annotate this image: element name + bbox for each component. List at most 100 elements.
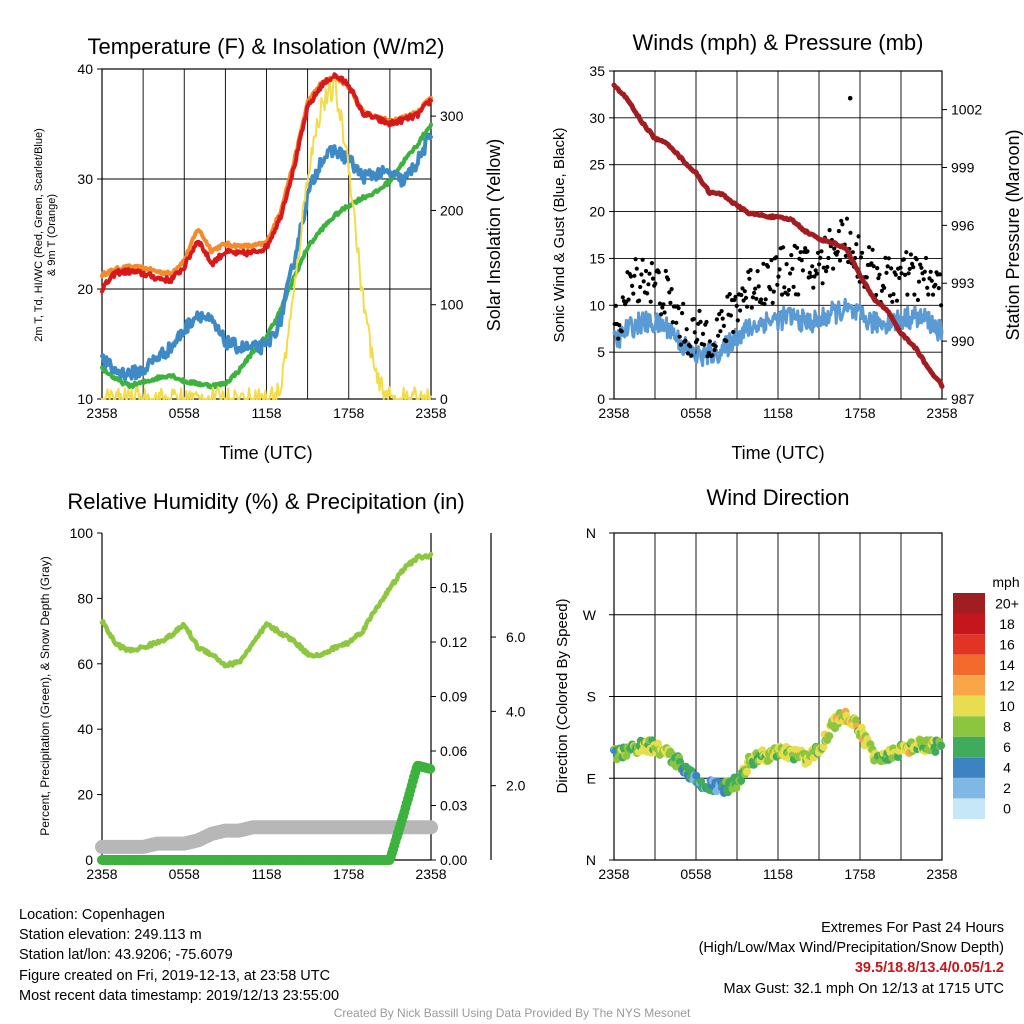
gust-point (883, 255, 888, 260)
gust-point (669, 287, 674, 292)
windchill-line (100, 132, 433, 382)
gust-point (870, 247, 875, 252)
humidity-y-tick-label: 80 (77, 590, 93, 606)
temperature-y-axis-label: 2m T, Td, HI/WC (Red, Green, Scarlet/Blu… (33, 128, 45, 342)
gust-point (647, 271, 652, 276)
gust-point (821, 265, 826, 270)
gust-point (702, 342, 707, 347)
wind-direction-x-tick-label: 2358 (926, 866, 957, 882)
colorbar-label: 18 (999, 616, 1015, 632)
gust-point (706, 350, 711, 355)
humidity-x-tick-label: 1158 (251, 866, 281, 882)
gust-point (626, 297, 631, 302)
gust-point (914, 257, 919, 262)
temperature-x-tick-label: 1158 (251, 405, 281, 421)
gust-point (765, 264, 771, 269)
colorbar-label: 0 (1003, 801, 1011, 817)
pressure-line (611, 82, 945, 389)
colorbar-label: 12 (999, 677, 1015, 693)
winds-panel: Winds (mph) & Pressure (mb) Time (UTC) S… (551, 30, 1023, 463)
gust-point (839, 218, 844, 223)
gust-point (698, 319, 703, 324)
gust-point (677, 334, 682, 339)
gust-point (789, 253, 794, 258)
gust-point (634, 266, 639, 271)
gust-point (724, 338, 729, 344)
gust-point (939, 303, 944, 308)
gust-point (796, 292, 801, 297)
gust-point (728, 313, 734, 318)
gust-point (911, 265, 916, 270)
temperature-x-axis-label: Time (UTC) (219, 443, 312, 463)
gust-point (919, 265, 924, 270)
wind-direction-y-tick-label: E (587, 770, 596, 786)
gust-point (820, 281, 825, 286)
wind-direction-y-tick-label: N (586, 852, 596, 868)
gust-point (779, 292, 785, 297)
temperature-panel-title: Temperature (F) & Insolation (W/m2) (88, 34, 445, 59)
gust-point (815, 250, 821, 255)
gust-point (835, 249, 840, 254)
gust-point (645, 291, 650, 296)
gust-point (875, 266, 880, 271)
gust-point (856, 234, 861, 239)
dewpoint-line (100, 122, 433, 390)
snow-y-tick-label: 6.0 (506, 629, 526, 645)
wind-direction-y-tick-label: N (586, 525, 596, 541)
gust-point (825, 264, 830, 270)
humidity-y-tick-label: 20 (77, 787, 93, 803)
humidity-x-tick-label: 1758 (333, 866, 364, 882)
snow-y-tick-label: 2.0 (506, 778, 526, 794)
gust-point (826, 255, 831, 261)
direction-point (697, 777, 706, 786)
gust-point (869, 261, 874, 266)
gust-point (716, 333, 721, 338)
recent-data-text: Most recent data timestamp: 2019/12/13 2… (19, 987, 340, 1004)
gust-point (904, 250, 909, 255)
gust-point (637, 298, 642, 303)
winds-y2-tick-label: 987 (951, 391, 975, 407)
gust-point (646, 282, 651, 287)
gust-point (688, 344, 693, 349)
gust-point (921, 277, 926, 282)
gust-point (901, 257, 907, 262)
gust-point (886, 256, 891, 261)
gust-point (619, 329, 624, 334)
gust-point (898, 265, 903, 270)
gust-point (837, 258, 843, 263)
gust-point (613, 303, 618, 308)
temperature-y-axis-label-2: & 9m T (Orange) (46, 194, 58, 276)
gust-point (759, 297, 764, 302)
winds-y-tick-label: 30 (589, 110, 605, 126)
solar-y-axis-label: Solar Insolation (Yellow) (484, 139, 504, 331)
gust-point (678, 342, 684, 347)
winds-y2-tick-label: 1002 (951, 102, 982, 118)
gust-point (643, 268, 649, 274)
gust-point (877, 272, 882, 277)
gust-point (650, 276, 656, 281)
gust-point (876, 276, 881, 281)
gust-point (714, 317, 720, 322)
gust-point (864, 275, 869, 280)
gust-point (738, 308, 743, 313)
gust-point (705, 354, 710, 359)
gust-point (718, 329, 723, 334)
wind-direction-x-tick-label: 2358 (598, 866, 629, 882)
gust-point (922, 269, 927, 274)
gust-point (719, 309, 724, 314)
humidity-y2-tick-label: 0.12 (440, 634, 467, 650)
gust-point (663, 268, 668, 274)
gust-point (749, 305, 754, 310)
winds-y-tick-label: 15 (589, 250, 605, 266)
wind-direction-x-tick-label: 1758 (844, 866, 875, 882)
elevation-text: Station elevation: 249.113 m (19, 927, 202, 944)
winds-y2-tick-label: 999 (951, 159, 975, 175)
gust-point (769, 258, 774, 263)
temperature-panel: Temperature (F) & Insolation (W/m2) Time… (33, 34, 504, 463)
gust-point (717, 312, 722, 317)
gust-point (836, 229, 842, 234)
gust-point (786, 287, 792, 293)
gust-point (899, 271, 904, 276)
colorbar-swatch (953, 716, 985, 737)
